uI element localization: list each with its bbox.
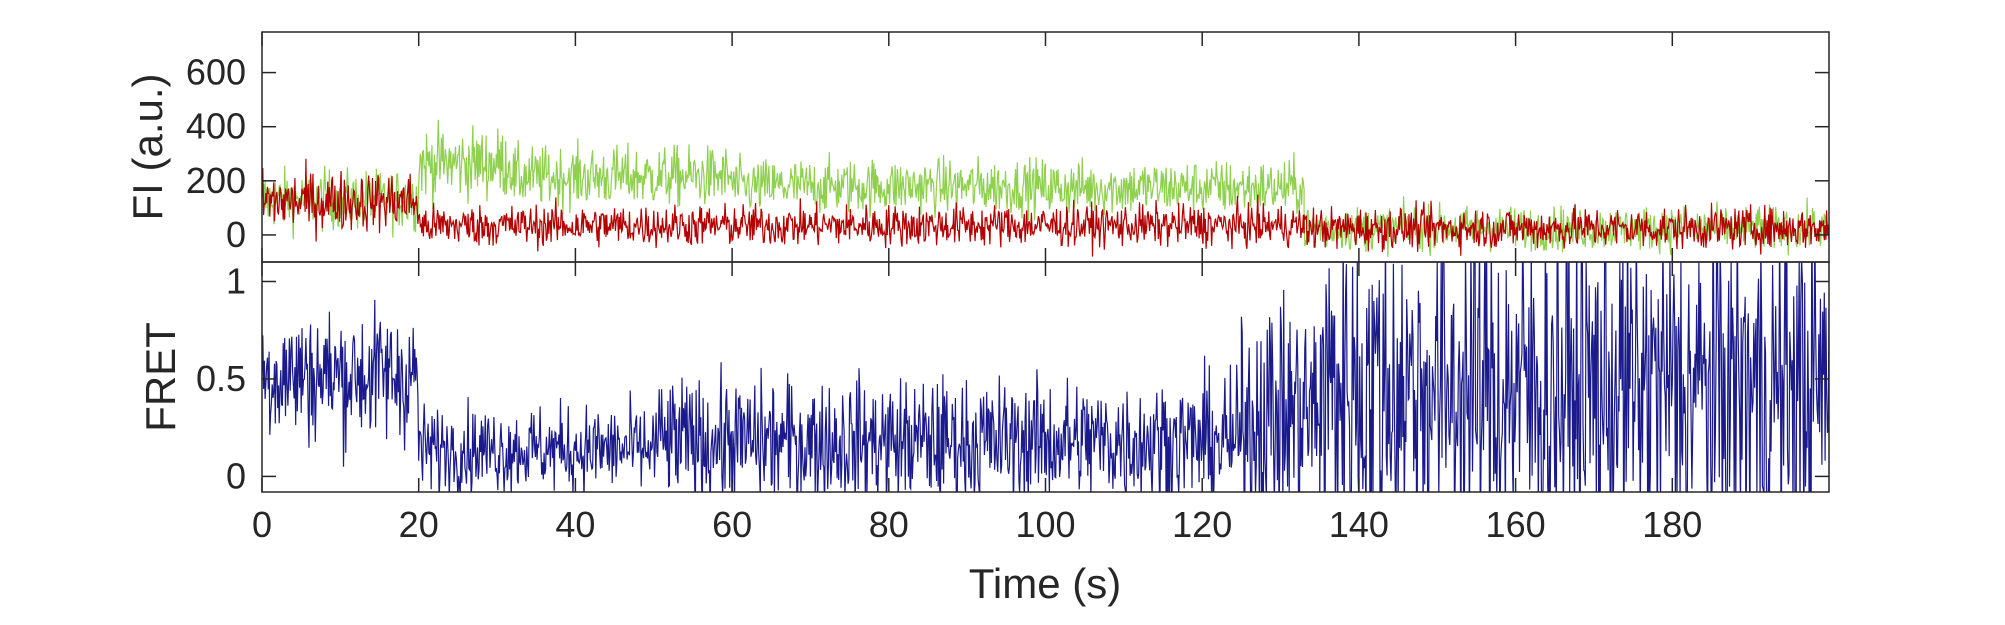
fret-x-tick-label: 140 bbox=[1329, 504, 1389, 545]
fret-x-tick-label: 20 bbox=[399, 504, 439, 545]
fluorescence-y-tick-label: 600 bbox=[186, 52, 246, 93]
fret-y-axis-label: FRET bbox=[137, 322, 184, 432]
fret-x-tick-label: 100 bbox=[1015, 504, 1075, 545]
fluorescence-traces bbox=[262, 119, 1829, 257]
fret-x-ticks: 0 20 40 60 80 100 120 140 160 180 bbox=[252, 262, 1702, 545]
time-x-axis-label: Time (s) bbox=[969, 560, 1121, 607]
fluorescence-series-0-line bbox=[262, 119, 1829, 257]
fret-y-tick-label: 0 bbox=[226, 455, 246, 496]
fluorescence-y-tick-label: 200 bbox=[186, 160, 246, 201]
fret-x-tick-label: 60 bbox=[712, 504, 752, 545]
fret-y-tick-label: 1 bbox=[226, 260, 246, 301]
fluorescence-y-axis-label: FI (a.u.) bbox=[124, 73, 171, 220]
fret-series-0-line bbox=[262, 262, 1829, 492]
fret-trace bbox=[262, 262, 1829, 492]
fret-x-tick-label: 80 bbox=[869, 504, 909, 545]
fluorescence-y-tick-label: 400 bbox=[186, 106, 246, 147]
fret-x-tick-label: 180 bbox=[1642, 504, 1702, 545]
fret-panel: 00.51 0 20 40 60 80 100 120 140 160 180 FRET Time… bbox=[137, 260, 1830, 607]
fluorescence-panel: 0 200 400 600 FI (a.u.) bbox=[124, 31, 1830, 263]
fluorescence-x-ticks bbox=[261, 32, 1674, 262]
fret-y-tick-label: 0.5 bbox=[196, 358, 246, 399]
fret-x-tick-label: 160 bbox=[1486, 504, 1546, 545]
fluorescence-y-tick-label: 0 bbox=[226, 214, 246, 255]
fret-x-tick-label: 0 bbox=[252, 504, 272, 545]
fluorescence-series-1-line bbox=[262, 158, 1829, 257]
fret-x-tick-label: 120 bbox=[1172, 504, 1232, 545]
fret-x-tick-label: 40 bbox=[555, 504, 595, 545]
fluorescence-y-ticks: 0 200 400 600 bbox=[186, 52, 1829, 255]
fret-y-ticks: 00.51 bbox=[196, 260, 1829, 496]
